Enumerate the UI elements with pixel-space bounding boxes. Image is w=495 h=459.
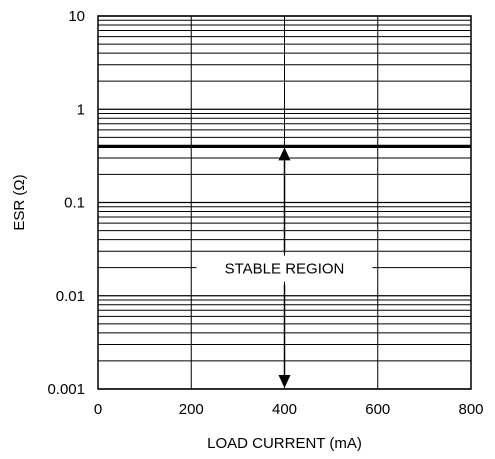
plot-frame bbox=[97, 15, 472, 390]
tick-labels: 0.001 0.01 0.1 1 10 0 200 400 600 800 bbox=[47, 8, 483, 418]
y-tick-label: 10 bbox=[68, 8, 85, 25]
x-tick-label: 800 bbox=[458, 401, 483, 418]
y-tick-label: 1 bbox=[77, 101, 85, 118]
arrowhead-up bbox=[278, 147, 291, 161]
y-axis-label: ESR (Ω) bbox=[11, 174, 28, 230]
annotation-label-background bbox=[196, 255, 373, 282]
x-tick-label: 0 bbox=[94, 401, 102, 418]
x-tick-label: 600 bbox=[365, 401, 390, 418]
x-axis-label: LOAD CURRENT (mA) bbox=[207, 435, 362, 452]
y-tick-label: 0.001 bbox=[47, 381, 85, 398]
annotation: STABLE REGION bbox=[196, 147, 373, 388]
x-tick-label: 200 bbox=[179, 401, 204, 418]
annotation-label: STABLE REGION bbox=[225, 261, 345, 278]
x-tick-label: 400 bbox=[272, 401, 297, 418]
y-tick-label: 0.1 bbox=[64, 195, 85, 212]
arrowhead-down bbox=[278, 375, 291, 388]
y-tick-label: 0.01 bbox=[56, 288, 85, 305]
